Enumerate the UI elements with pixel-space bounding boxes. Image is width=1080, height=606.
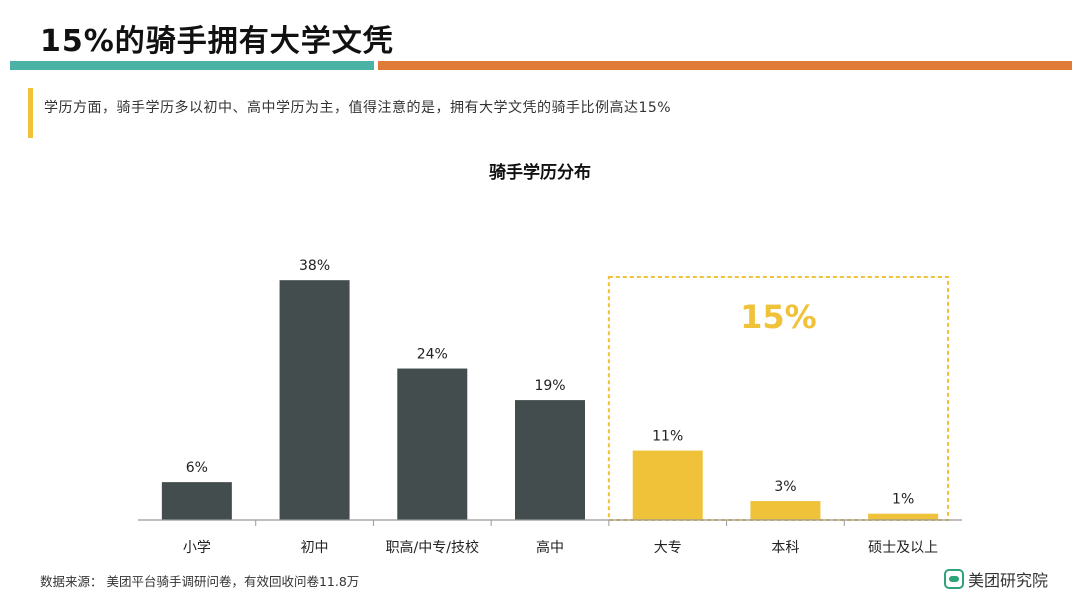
value-label: 6% (186, 460, 208, 476)
highlight-label: 15% (740, 298, 817, 336)
value-label: 11% (652, 429, 683, 445)
bar (515, 400, 585, 520)
category-label: 本科 (771, 540, 799, 556)
category-label: 大专 (654, 540, 682, 556)
title-underline-orange (378, 61, 1072, 70)
category-label: 初中 (301, 539, 329, 556)
summary-note: 学历方面，骑手学历多以初中、高中学历为主，值得注意的是，拥有大学文凭的骑手比例高… (44, 100, 672, 116)
page-title: 15%的骑手拥有大学文凭 (40, 24, 394, 59)
data-source: 数据来源： 美团平台骑手调研问卷，有效回收问卷11.8万 (40, 574, 360, 589)
logo-text: 美团研究院 (968, 571, 1049, 590)
value-label: 38% (299, 258, 330, 274)
bar (632, 450, 703, 520)
bar (750, 501, 821, 520)
bar (161, 482, 232, 520)
value-label: 3% (774, 479, 796, 495)
bar (397, 368, 468, 520)
bar (868, 513, 939, 520)
value-label: 1% (892, 492, 914, 508)
brand-logo: 美团研究院 (944, 566, 1048, 592)
chart-title: 骑手学历分布 (489, 163, 591, 183)
value-label: 19% (534, 378, 565, 394)
logo-icon (944, 569, 964, 589)
category-label: 高中 (536, 539, 564, 556)
category-label: 小学 (183, 540, 211, 556)
value-label: 24% (417, 347, 448, 363)
title-underline-teal (10, 61, 374, 70)
category-label: 硕士及以上 (868, 540, 938, 556)
bar (279, 280, 350, 520)
category-label: 职高/中专/技校 (386, 539, 479, 556)
note-accent-bar (28, 88, 33, 138)
